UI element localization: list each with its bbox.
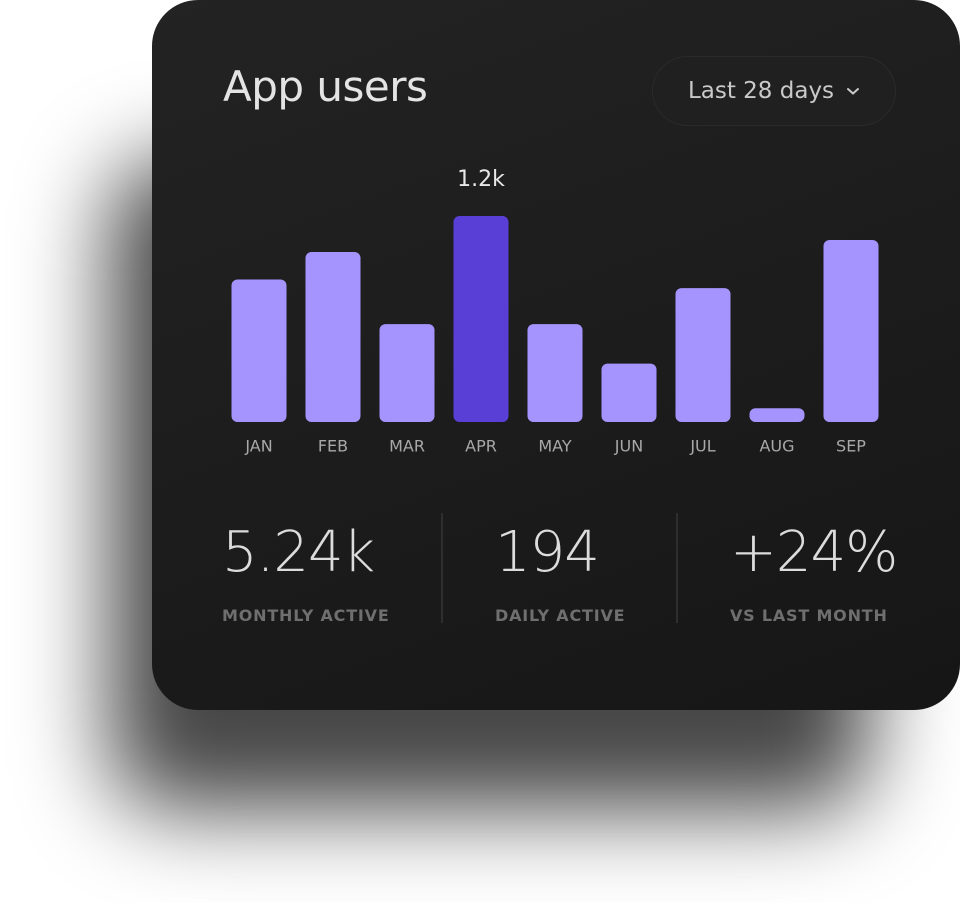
bar [823,240,879,422]
bar-chart: JAN FEB MAR APR 1.2k MAY JUN JUL AUG SEP [231,167,879,456]
x-tick-label: JUL [689,437,715,456]
stat-value: 5.24k [222,520,375,585]
dropdown-label: Last 28 days [687,78,835,104]
x-tick-label: MAR [389,437,425,456]
stat-label: MONTHLY ACTIVE [222,606,390,625]
chevron-icon [847,88,860,95]
bar [231,279,287,422]
data-label: 1.2k [457,167,505,192]
x-tick-label: SEP [836,437,866,456]
stat-label: VS LAST MONTH [730,606,888,625]
bar [305,252,361,422]
x-tick-label: JUN [614,437,643,456]
stat-value: 194 [495,520,600,585]
x-tick-label: APR [465,437,497,456]
x-tick-label: JAN [244,437,272,456]
widget-card: App users Last 28 days JAN FEB MAR APR 1.2k M… [152,0,960,710]
divider [676,513,678,623]
range-dropdown[interactable]: Last 28 days [652,56,896,126]
widget-title: App users [223,62,428,111]
x-tick-label: FEB [318,437,348,456]
bar [749,408,805,422]
bar [527,324,583,422]
bar [453,216,509,422]
bar [601,363,657,422]
x-tick-label: MAY [538,437,572,456]
stat-label: DAILY ACTIVE [495,606,626,625]
divider [441,513,443,623]
bar [675,288,731,422]
stat-value: +24% [730,520,898,585]
bar [379,324,435,422]
x-tick-label: AUG [759,437,794,456]
